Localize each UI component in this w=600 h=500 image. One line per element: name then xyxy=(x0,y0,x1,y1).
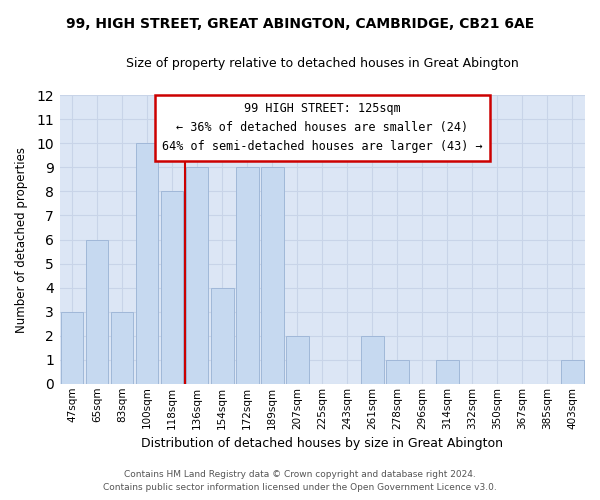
Bar xyxy=(186,168,208,384)
Text: 99, HIGH STREET, GREAT ABINGTON, CAMBRIDGE, CB21 6AE: 99, HIGH STREET, GREAT ABINGTON, CAMBRID… xyxy=(66,18,534,32)
Bar xyxy=(211,288,233,384)
Y-axis label: Number of detached properties: Number of detached properties xyxy=(15,146,28,332)
Bar xyxy=(286,336,308,384)
Text: 99 HIGH STREET: 125sqm
← 36% of detached houses are smaller (24)
64% of semi-det: 99 HIGH STREET: 125sqm ← 36% of detached… xyxy=(162,102,482,154)
Text: Contains HM Land Registry data © Crown copyright and database right 2024.
Contai: Contains HM Land Registry data © Crown c… xyxy=(103,470,497,492)
Bar xyxy=(361,336,383,384)
X-axis label: Distribution of detached houses by size in Great Abington: Distribution of detached houses by size … xyxy=(142,437,503,450)
Bar xyxy=(136,144,158,384)
Bar xyxy=(86,240,109,384)
Bar xyxy=(111,312,133,384)
Bar xyxy=(261,168,284,384)
Title: Size of property relative to detached houses in Great Abington: Size of property relative to detached ho… xyxy=(126,58,518,70)
Bar xyxy=(436,360,458,384)
Bar xyxy=(386,360,409,384)
Bar xyxy=(61,312,83,384)
Bar xyxy=(561,360,584,384)
Bar xyxy=(161,192,184,384)
Bar xyxy=(236,168,259,384)
